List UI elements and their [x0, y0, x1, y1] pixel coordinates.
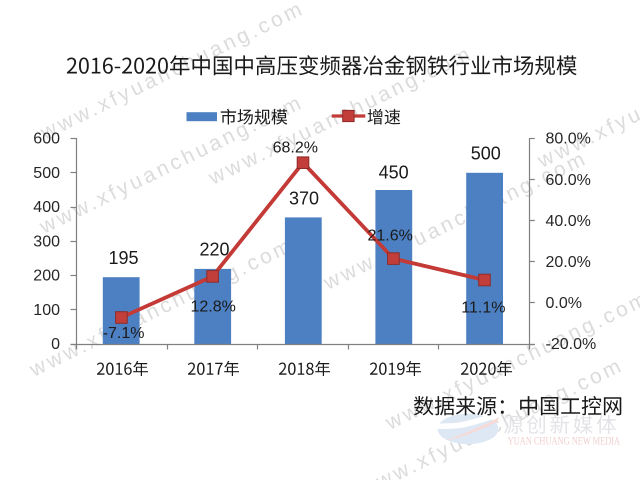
svg-text:80.0%: 80.0% — [546, 131, 591, 148]
svg-text:www.xfyuanchuang.com: www.xfyuanchuang.com — [533, 24, 640, 172]
svg-text:0: 0 — [51, 336, 60, 353]
svg-text:200: 200 — [33, 268, 60, 285]
svg-text:220: 220 — [199, 240, 229, 260]
svg-text:60.0%: 60.0% — [546, 172, 591, 189]
svg-text:370: 370 — [289, 189, 319, 209]
svg-text:12.8%: 12.8% — [191, 299, 236, 316]
svg-text:500: 500 — [471, 144, 501, 164]
svg-text:20.0%: 20.0% — [546, 254, 591, 271]
svg-text:500: 500 — [33, 165, 60, 182]
svg-text:300: 300 — [33, 233, 60, 250]
svg-text:-20.0%: -20.0% — [546, 336, 597, 353]
svg-text:www.xfyuanchuang.com: www.xfyuanchuang.com — [25, 233, 297, 381]
svg-text:40.0%: 40.0% — [546, 213, 591, 230]
svg-text:100: 100 — [33, 302, 60, 319]
svg-text:21.6%: 21.6% — [368, 227, 413, 244]
svg-text:-7.1%: -7.1% — [103, 325, 145, 342]
svg-text:YUAN CHUANG NEW MEDIA: YUAN CHUANG NEW MEDIA — [508, 433, 621, 447]
svg-text:400: 400 — [33, 199, 60, 216]
svg-text:11.1%: 11.1% — [461, 300, 505, 317]
svg-text:450: 450 — [379, 162, 409, 182]
svg-text:600: 600 — [33, 131, 60, 148]
svg-text:68.2%: 68.2% — [273, 140, 318, 157]
svg-text:0.0%: 0.0% — [546, 295, 582, 312]
svg-text:195: 195 — [108, 248, 138, 268]
